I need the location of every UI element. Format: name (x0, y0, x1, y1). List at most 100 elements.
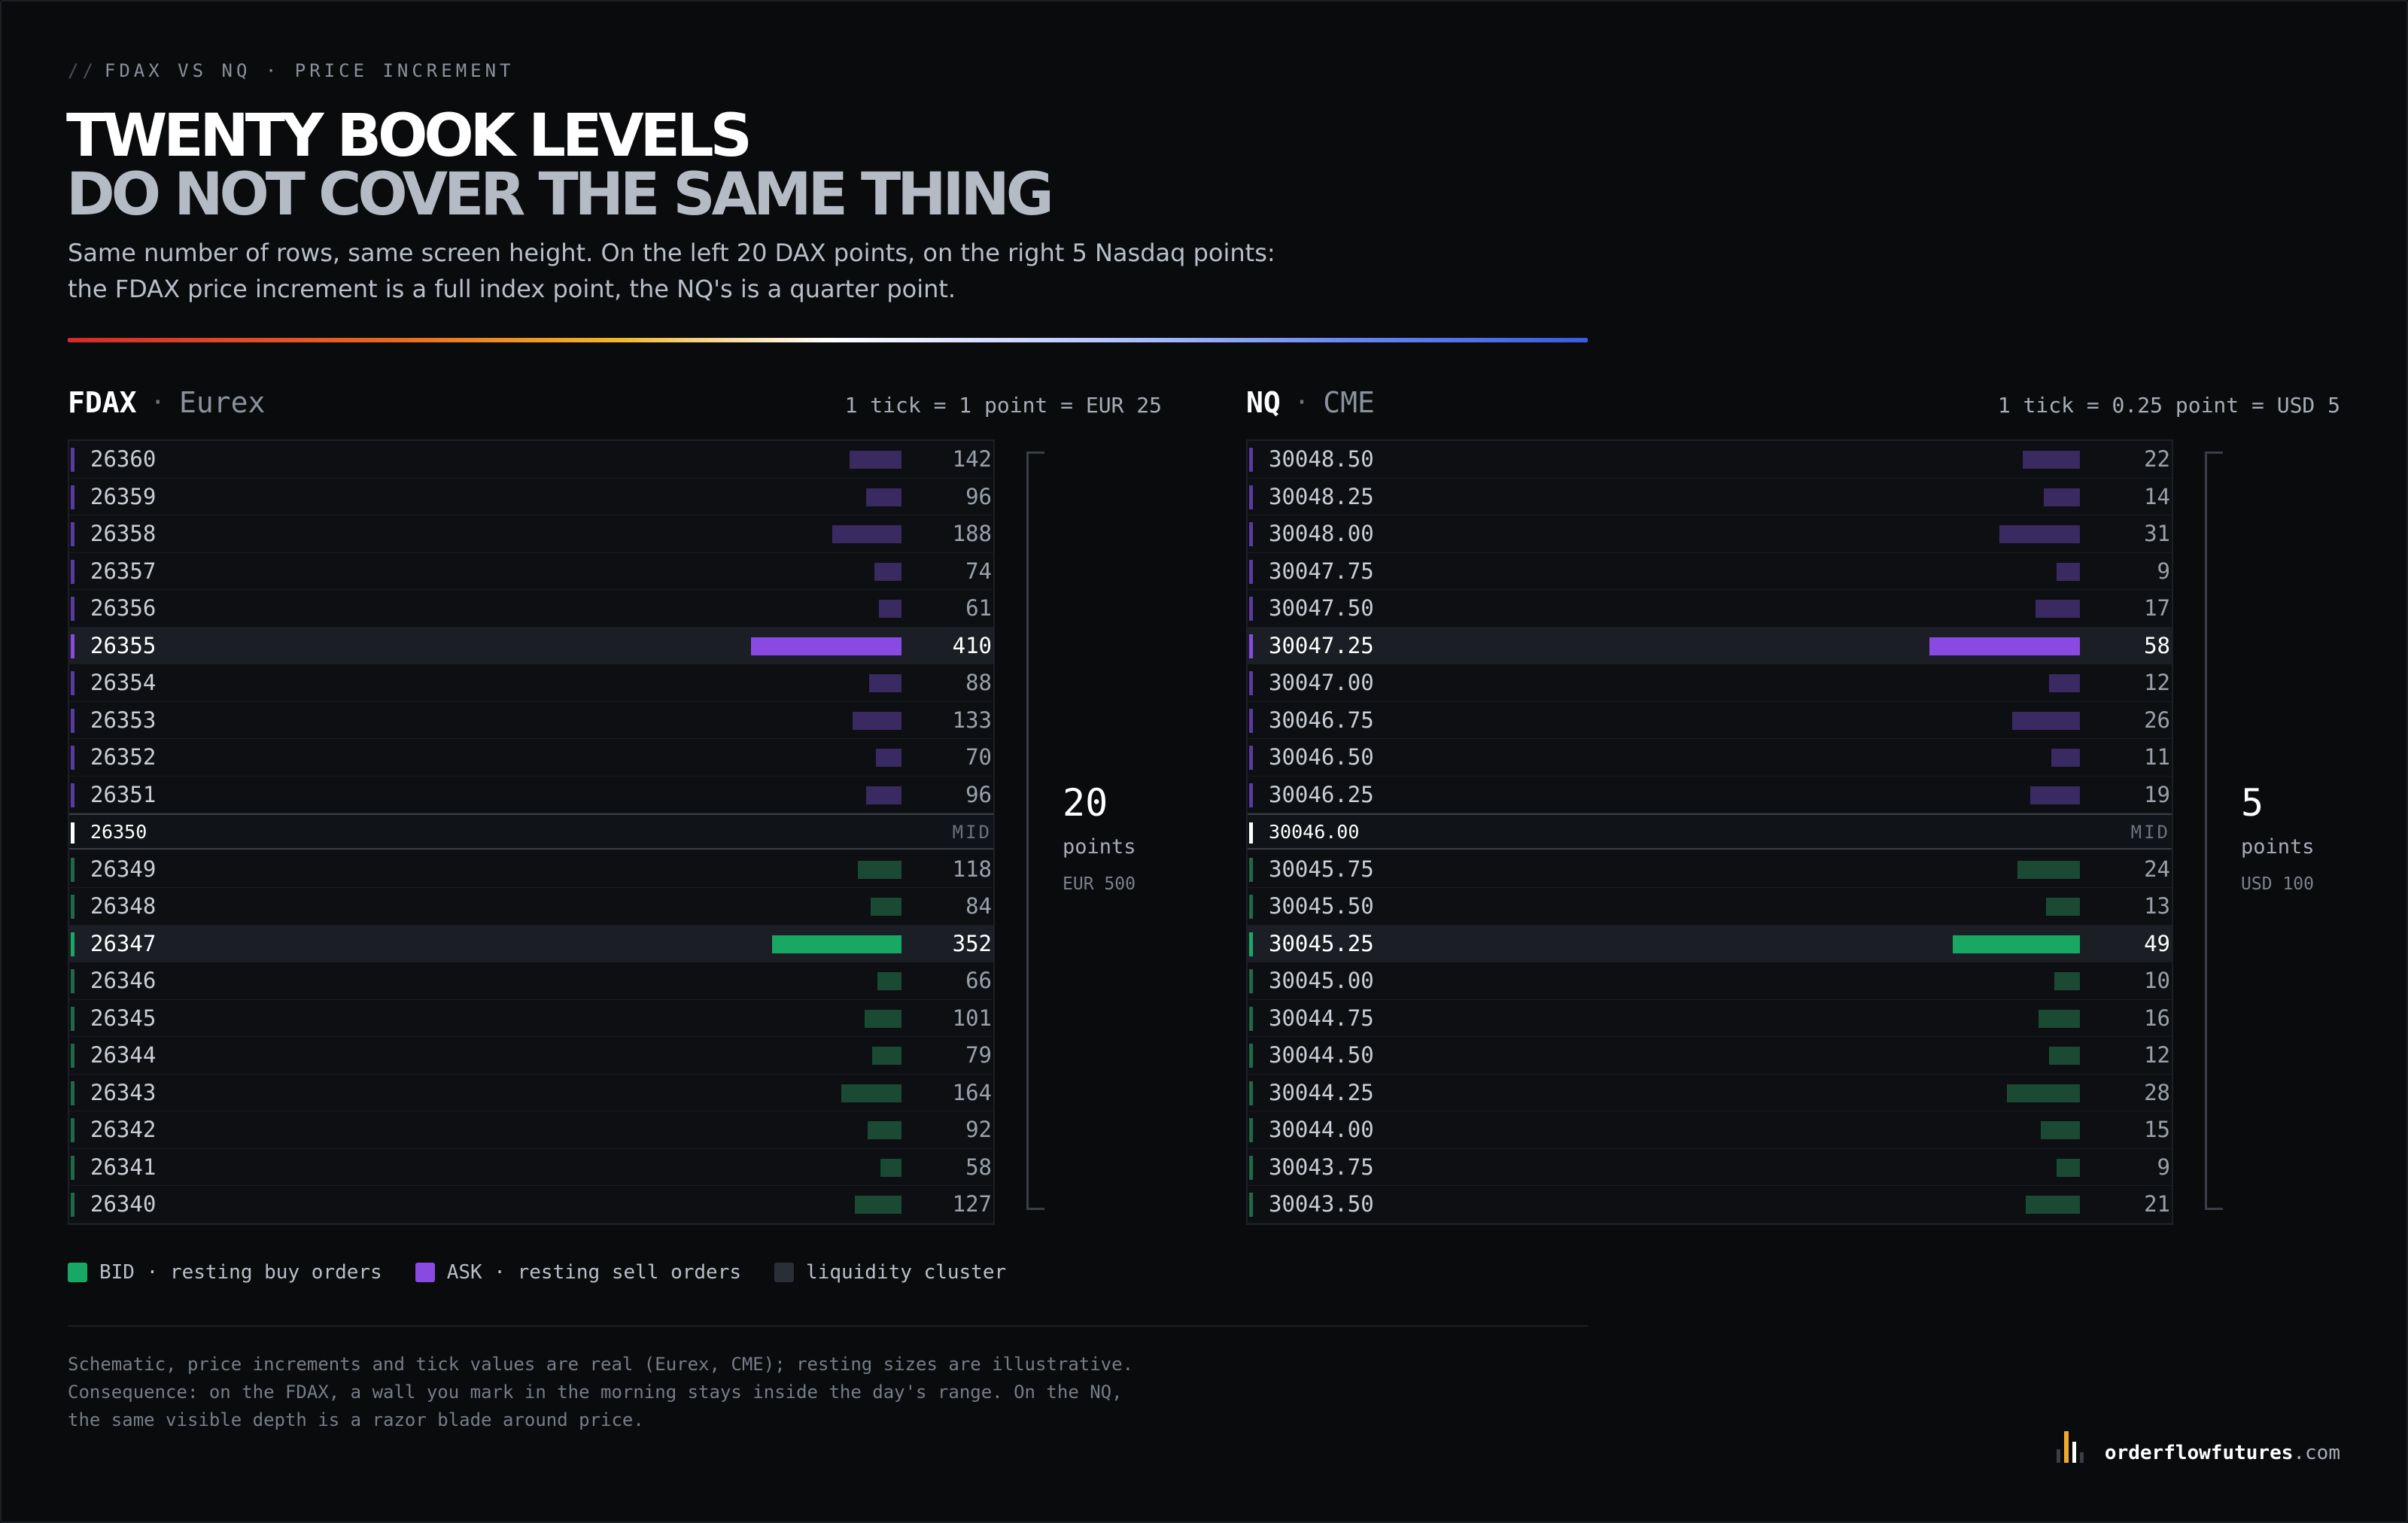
bid-level-row: 26343 164 (69, 1075, 993, 1111)
bid-size-bar (855, 1196, 901, 1214)
bid-level-row: 26342 92 (69, 1111, 993, 1149)
ask-size-bar (2048, 674, 2080, 692)
bid-size-bar (871, 898, 901, 916)
level-size: 188 (952, 521, 992, 546)
level-price: 26357 (90, 558, 157, 584)
ask-size-bar (832, 525, 901, 543)
panel-header-nq: NQ · CME (1246, 384, 1375, 421)
mid-label: MID (2130, 822, 2170, 843)
bid-edge-marker (1249, 857, 1253, 882)
bid-size-bar (2046, 898, 2080, 916)
level-size: 164 (952, 1079, 992, 1105)
ask-edge-marker (1249, 485, 1253, 509)
bid-level-row: 26347 352 (69, 925, 993, 962)
level-size: 84 (965, 893, 992, 919)
span-points-nq: 5 (2241, 781, 2264, 825)
mid-price: 30046.00 (1269, 821, 1360, 843)
level-size: 61 (965, 595, 992, 621)
ask-edge-marker (1249, 448, 1253, 472)
ask-edge-marker (71, 485, 74, 509)
ask-level-row: 26357 74 (69, 553, 993, 590)
bid-edge-marker (1249, 1155, 1253, 1180)
level-size: 70 (965, 744, 992, 770)
level-price: 30048.00 (1269, 521, 1374, 546)
bid-size-bar (880, 1158, 901, 1177)
bid-size-bar (864, 1009, 901, 1028)
mid-edge-marker (1249, 822, 1253, 844)
title-line-2: DO NOT COVER THE SAME THING (66, 161, 1054, 229)
bid-level-row: 26348 84 (69, 888, 993, 926)
bid-level-row: 26341 58 (69, 1149, 993, 1186)
tick-spec-nq: 1 tick = 0.25 point = USD 5 (1997, 393, 2340, 418)
level-price: 26359 (90, 483, 157, 509)
ask-edge-marker (71, 783, 74, 807)
gradient-rule (68, 338, 1588, 342)
kicker-slashes: // (68, 60, 97, 81)
level-size: 74 (965, 558, 992, 584)
bid-level-row: 30045.50 13 (1248, 888, 2172, 926)
level-price: 26343 (90, 1079, 157, 1105)
level-size: 101 (952, 1005, 992, 1031)
ask-level-row: 26352 70 (69, 739, 993, 777)
ask-size-bar (1929, 637, 2080, 655)
level-price: 26355 (90, 632, 157, 658)
ask-edge-marker (71, 746, 74, 770)
bid-size-bar (2056, 1158, 2080, 1177)
ask-edge-marker (71, 708, 74, 733)
bid-edge-marker (71, 895, 74, 919)
legend-label-ask: ASK · resting sell orders (446, 1261, 742, 1284)
ask-size-bar (879, 600, 901, 618)
ask-size-bar (853, 711, 901, 730)
ask-edge-marker (71, 559, 74, 584)
legend-label-cluster: liquidity cluster (806, 1261, 1007, 1284)
level-price: 30046.75 (1269, 707, 1374, 733)
level-size: 92 (965, 1117, 992, 1142)
legend-label-bid: BID · resting buy orders (99, 1261, 382, 1284)
ask-size-bar (869, 674, 901, 692)
level-price: 30043.75 (1269, 1154, 1374, 1180)
bid-edge-marker (71, 1081, 74, 1105)
level-price: 30047.75 (1269, 558, 1374, 584)
level-size: 66 (965, 968, 992, 993)
ask-edge-marker (71, 634, 74, 658)
bid-size-bar (2025, 1196, 2080, 1214)
level-price: 26345 (90, 1005, 157, 1031)
bid-edge-marker (1249, 969, 1253, 993)
mid-price-row: 26350 MID (69, 813, 993, 850)
ask-size-bar (2056, 562, 2080, 581)
level-price: 26340 (90, 1191, 157, 1217)
bid-level-row: 30044.00 15 (1248, 1111, 2172, 1149)
level-price: 30048.25 (1269, 483, 1374, 509)
ask-edge-marker (1249, 746, 1253, 770)
legend-swatch-bid (68, 1263, 87, 1282)
level-size: 24 (2144, 856, 2170, 882)
bid-edge-marker (1249, 1006, 1253, 1031)
level-size: 11 (2144, 744, 2170, 770)
level-price: 30048.50 (1269, 446, 1374, 472)
range-bracket-nq (2205, 451, 2223, 1210)
level-size: 58 (2144, 632, 2170, 658)
bid-edge-marker (71, 857, 74, 882)
bid-size-bar (2041, 1121, 2080, 1139)
level-price: 26341 (90, 1154, 157, 1180)
bid-size-bar (772, 935, 901, 953)
level-price: 30047.50 (1269, 595, 1374, 621)
bid-edge-marker (1249, 1044, 1253, 1068)
level-size: 16 (2144, 1005, 2170, 1031)
level-price: 26342 (90, 1117, 157, 1142)
kicker-text: FDAX VS NQ · PRICE INCREMENT (104, 60, 515, 81)
tick-spec-fdax: 1 tick = 1 point = EUR 25 (844, 393, 1162, 418)
ask-level-row: 26358 188 (69, 515, 993, 553)
level-size: 31 (2144, 521, 2170, 546)
legend-swatch-ask (415, 1263, 435, 1282)
level-size: 12 (2144, 670, 2170, 695)
legend-item-cluster: liquidity cluster (774, 1261, 1006, 1284)
level-size: 13 (2144, 893, 2170, 919)
span-unit-nq: points (2241, 835, 2315, 859)
level-size: 352 (952, 930, 992, 956)
span-value-fdax: EUR 500 (1063, 874, 1136, 894)
bid-size-bar (2038, 1009, 2080, 1028)
ask-size-bar (2043, 488, 2080, 506)
bid-edge-marker (71, 1006, 74, 1031)
panel-header-fdax: FDAX · Eurex (68, 384, 265, 421)
